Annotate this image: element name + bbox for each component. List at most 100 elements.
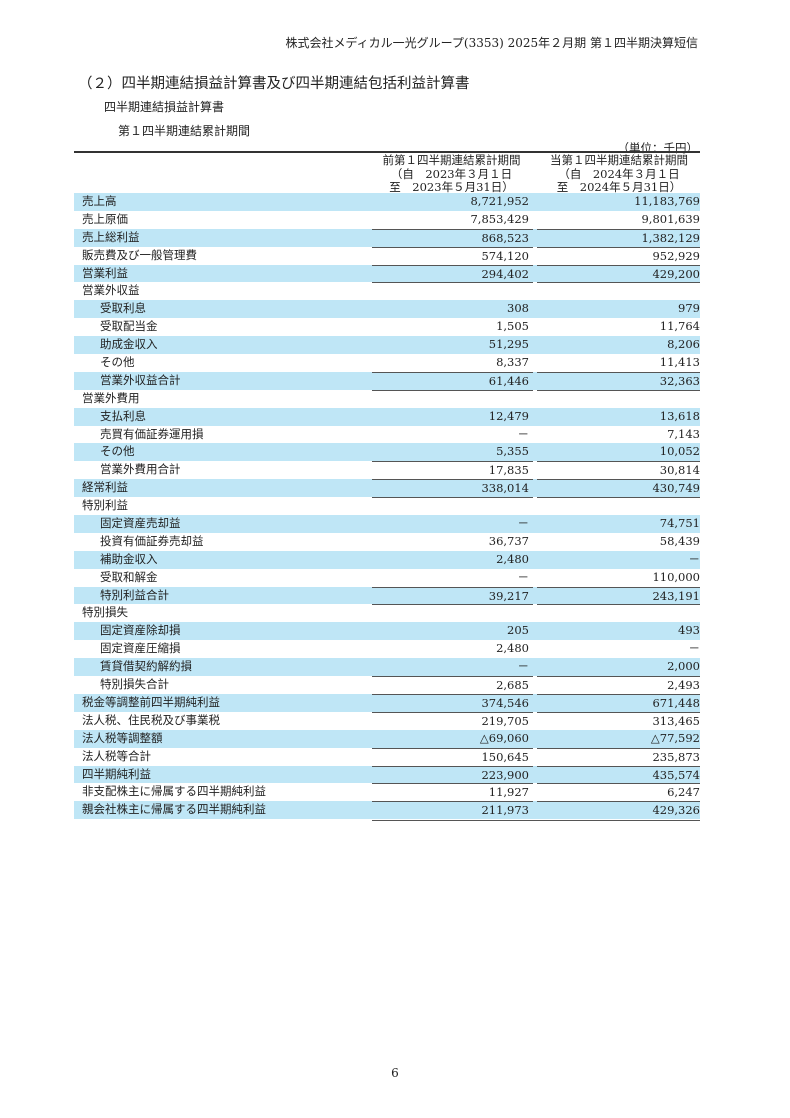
table-row: 特別損失 [74,604,700,622]
row-label: 営業外費用合計 [100,462,181,477]
prior-period-value [372,497,533,515]
current-period-value: 430,749 [537,479,700,497]
row-label: その他 [100,355,135,370]
table-row: 売上原価 7,853,429 9,801,639 [74,211,700,229]
column-header-line: 前第１四半期連結累計期間 [382,153,521,167]
current-period-value: 1,382,129 [537,228,700,247]
prior-period-value: 150,645 [372,747,533,766]
row-label: 補助金収入 [100,551,158,566]
row-label: 営業外費用 [82,390,140,405]
table-bottom-rule [372,819,700,821]
current-period-value: 952,929 [537,246,700,265]
row-label: 特別利益 [82,498,128,513]
prior-period-value: 12,479 [488,408,529,423]
row-label: 投資有価証券売却益 [100,533,204,548]
current-period-value: 11,413 [659,355,700,370]
prior-period-value: 8,337 [496,355,529,370]
table-row: 補助金収入 2,480 － [74,550,700,569]
prior-period-value: 5,355 [496,444,529,459]
prior-period-value: 574,120 [372,246,533,265]
current-period-value: 9,801,639 [641,211,700,226]
row-label: 法人税、住民税及び事業税 [82,712,220,727]
row-label: 受取和解金 [100,569,158,584]
table-row: 受取配当金 1,505 11,764 [74,318,700,336]
table-row: 法人税等調整額 △69,060 △77,592 [74,729,700,748]
row-label: 営業外収益合計 [100,372,181,387]
table-row: 営業利益 294,402 429,200 [74,264,700,283]
prior-period-value [372,282,533,300]
table-row: 営業外収益合計 61,446 32,363 [74,371,700,390]
current-period-value: 435,574 [537,765,700,784]
prior-period-value: 338,014 [372,479,533,497]
current-period-value: 6,247 [537,783,700,801]
prior-period-value: 11,927 [372,783,533,801]
current-period-value: 2,000 [667,659,700,674]
table-row: 親会社株主に帰属する四半期純利益 211,973 429,326 [74,801,700,820]
prior-period-value: △69,060 [479,730,529,745]
income-statement-table: 売上高 8,721,952 11,183,769 売上原価 7,853,429 9,801… [74,193,701,820]
table-row: 売買有価証券運用損 － 7,143 [74,426,700,444]
column-header-line: 当第１四半期連結累計期間 [550,153,688,167]
column-header-line: 至 2024年５月31日） [556,180,682,194]
column-header-prior-period: 前第１四半期連結累計期間 （自 2023年３月１日 至 2023年５月31日） [370,153,533,195]
column-header-line: 至 2023年５月31日） [389,180,514,194]
table-row: 固定資産除却損 205 493 [74,622,700,641]
table-row: 営業外費用 [74,389,700,408]
table-row: その他 5,355 10,052 [74,443,700,462]
table-row: 経常利益 338,014 430,749 [74,479,700,498]
current-period-value: 493 [678,623,700,638]
prior-period-value: 374,546 [372,693,533,712]
table-row: 支払利息 12,479 13,618 [74,407,700,426]
prior-period-value: 61,446 [372,371,533,390]
table-top-rule [74,151,700,153]
table-row: 投資有価証券売却益 36,737 58,439 [74,533,700,551]
row-label: 経常利益 [82,480,128,495]
current-period-value: 429,326 [537,801,700,819]
prior-period-value: 7,853,429 [470,211,529,226]
statement-subtitle: 四半期連結損益計算書 [104,100,225,114]
row-label: 税金等調整前四半期純利益 [82,694,220,709]
row-label: 四半期純利益 [82,766,151,781]
current-period-value [537,604,700,622]
table-row: 販売費及び一般管理費 574,120 952,929 [74,246,700,265]
table-row: 特別利益合計 39,217 243,191 [74,586,700,605]
table-row: 売上高 8,721,952 11,183,769 [74,193,700,211]
current-period-value: － [688,641,701,656]
table-row: 受取和解金 － 110,000 [74,569,700,587]
prior-period-value: － [517,426,530,441]
prior-period-value: 17,835 [372,461,533,479]
current-period-value: 74,751 [659,516,700,531]
row-label: 売上原価 [82,211,128,226]
table-row: その他 8,337 11,413 [74,354,700,372]
row-label: 売上高 [82,194,117,208]
current-period-value: 30,814 [537,461,700,479]
prior-period-value: － [517,569,530,584]
current-period-value: 8,206 [667,337,700,352]
prior-period-value: 51,295 [488,337,529,352]
row-label: 親会社株主に帰属する四半期純利益 [82,802,266,817]
table-row: 四半期純利益 223,900 435,574 [74,765,700,784]
row-label: 特別利益合計 [100,587,169,602]
row-label: 支払利息 [100,408,146,423]
table-row: 税金等調整前四半期純利益 374,546 671,448 [74,693,700,712]
prior-period-value: 211,973 [372,801,533,819]
prior-period-value: 2,685 [372,676,533,694]
current-period-value [537,282,700,300]
row-label: 営業利益 [82,265,128,280]
current-period-value: 11,764 [659,319,700,334]
prior-period-value: 8,721,952 [470,194,529,208]
row-label: 受取配当金 [100,319,158,334]
current-period-value: △77,592 [650,730,700,745]
current-period-value: 313,465 [537,711,700,730]
table-row: 非支配株主に帰属する四半期純利益 11,927 6,247 [74,783,700,801]
table-row: 特別利益 [74,497,700,515]
current-period-value: 32,363 [537,371,700,390]
prior-period-value: 39,217 [372,586,533,605]
current-period-value: 13,618 [659,408,700,423]
section-title: （２）四半期連結損益計算書及び四半期連結包括利益計算書 [78,76,470,92]
table-row: 法人税等合計 150,645 235,873 [74,747,700,766]
row-label: 販売費及び一般管理費 [82,247,197,262]
current-period-value: 671,448 [537,693,700,712]
table-row: 営業外収益 [74,282,700,300]
row-label: 法人税等調整額 [82,730,163,745]
